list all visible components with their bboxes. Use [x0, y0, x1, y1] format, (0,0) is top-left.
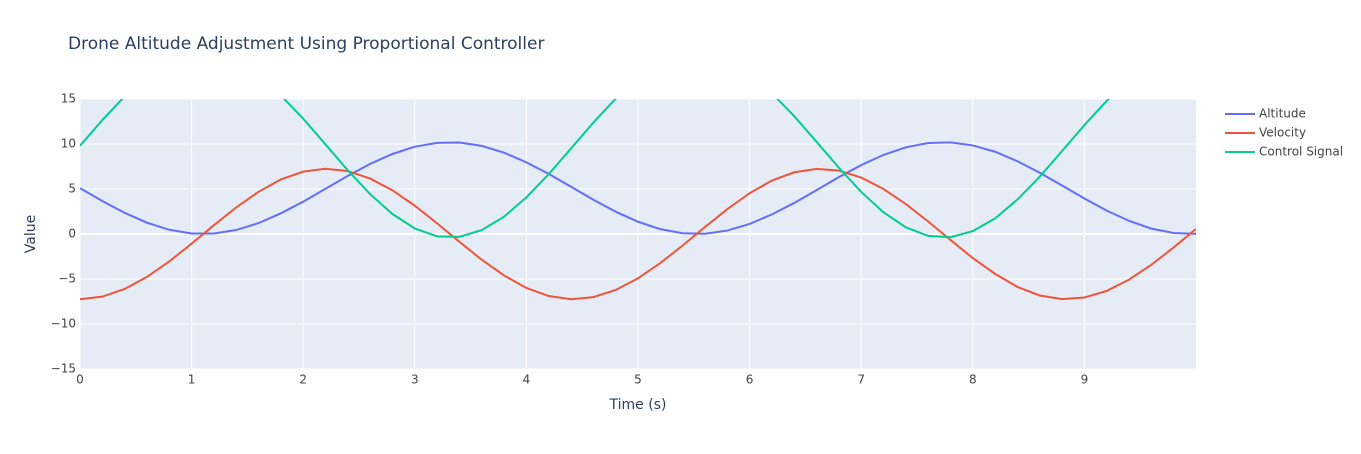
y-axis-title: Value [23, 215, 39, 253]
legend-label: Control Signal [1259, 145, 1343, 159]
legend-label: Velocity [1259, 126, 1306, 140]
y-tick-label: 5 [68, 182, 76, 196]
y-tick-label: 10 [61, 137, 76, 151]
y-tick-label: −10 [51, 317, 76, 331]
y-tick-label: −5 [58, 272, 76, 286]
x-tick-label: 0 [76, 373, 84, 387]
x-tick-label: 1 [188, 373, 196, 387]
legend-label: Altitude [1259, 107, 1306, 121]
chart-title: Drone Altitude Adjustment Using Proporti… [68, 34, 544, 54]
x-tick-label: 5 [634, 373, 642, 387]
x-tick-label: 8 [969, 373, 977, 387]
x-tick-label: 6 [746, 373, 754, 387]
x-axis-title: Time (s) [609, 397, 667, 413]
x-tick-label: 7 [857, 373, 865, 387]
y-tick-label: −15 [51, 362, 76, 376]
x-tick-label: 2 [299, 373, 307, 387]
x-tick-label: 3 [411, 373, 419, 387]
y-tick-label: 15 [61, 92, 76, 106]
series-line [80, 141, 1196, 235]
x-tick-label: 4 [523, 373, 531, 387]
series-line [80, 99, 1111, 239]
y-tick-label: 0 [68, 227, 76, 241]
x-tick-label: 9 [1081, 373, 1089, 387]
series-line [80, 167, 1196, 301]
